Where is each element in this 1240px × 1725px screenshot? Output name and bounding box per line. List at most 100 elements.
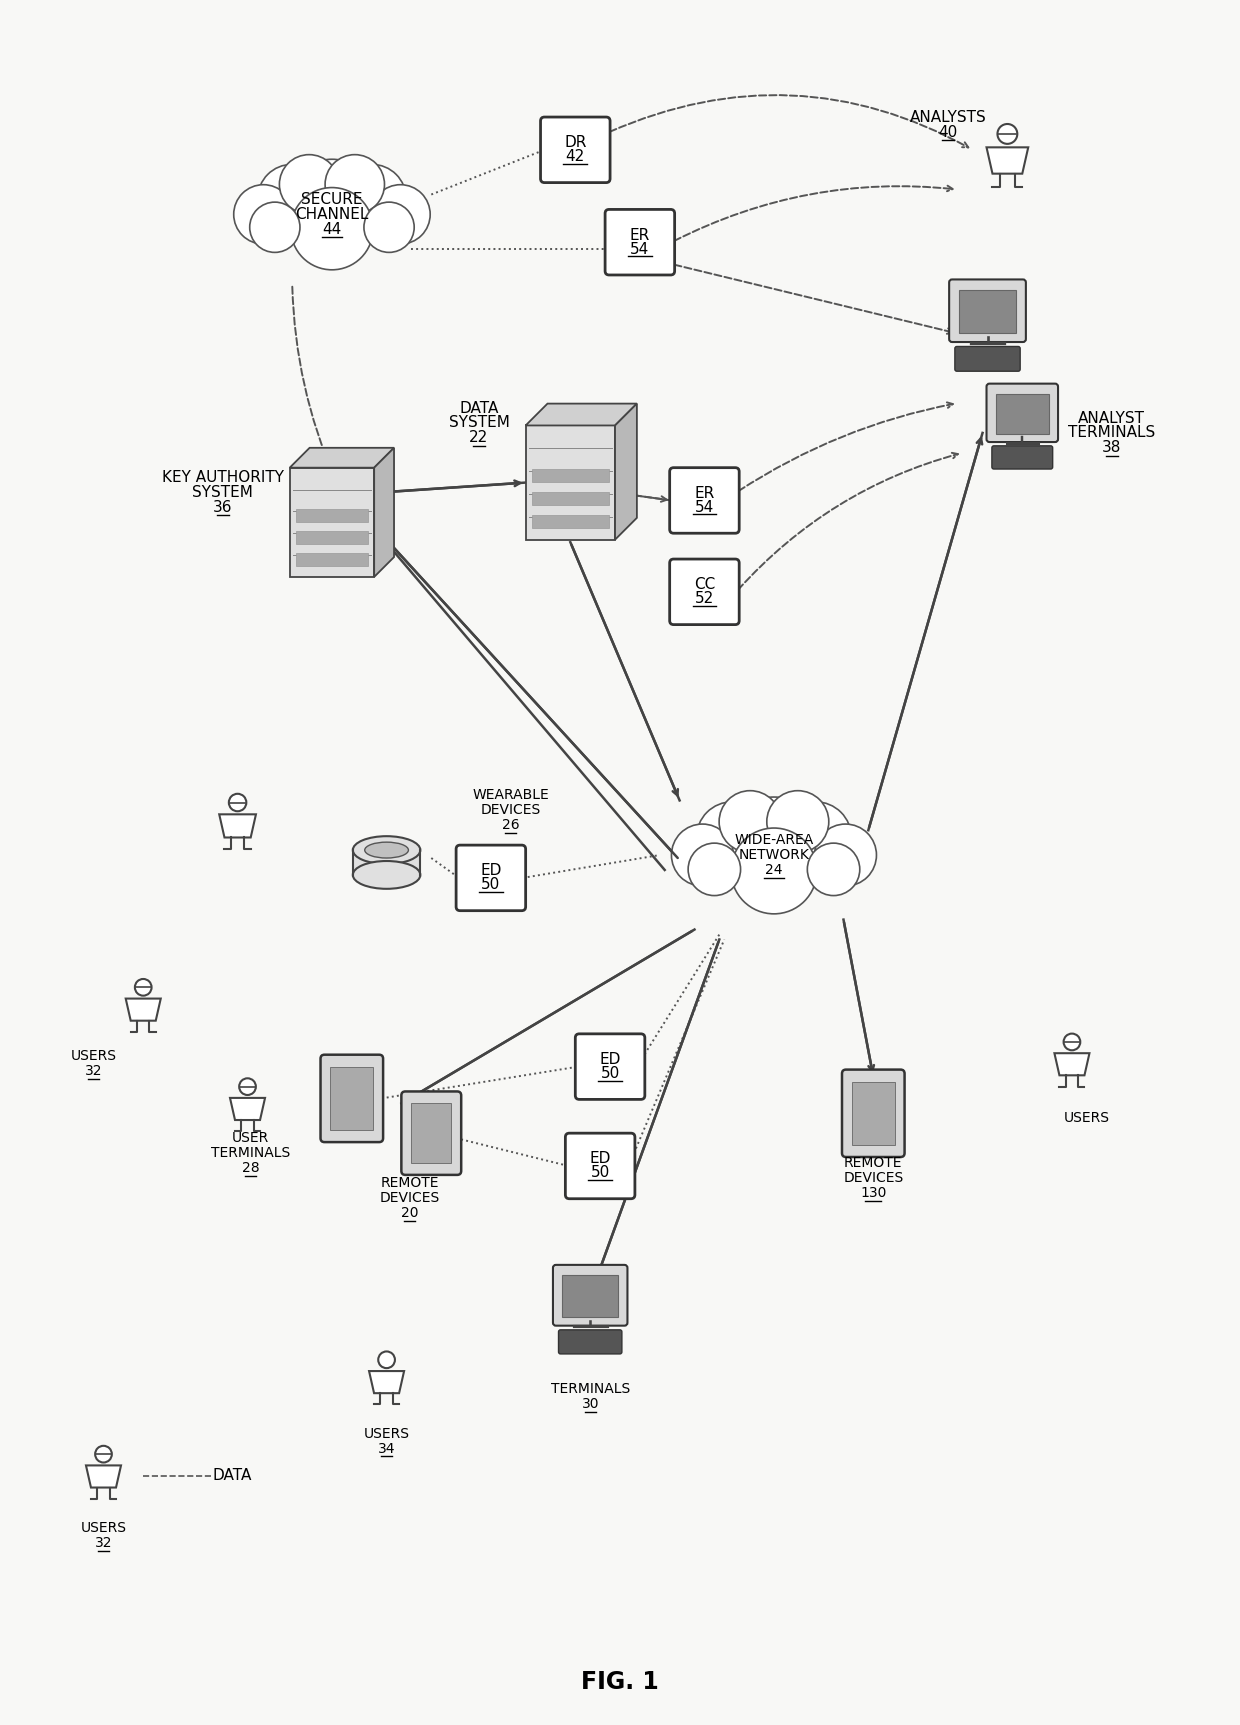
- Polygon shape: [370, 1371, 404, 1394]
- Circle shape: [258, 164, 326, 233]
- Text: 52: 52: [694, 592, 714, 605]
- FancyBboxPatch shape: [558, 1330, 622, 1354]
- FancyBboxPatch shape: [565, 1133, 635, 1199]
- Text: KEY AUTHORITY: KEY AUTHORITY: [161, 471, 284, 485]
- Text: CC: CC: [694, 578, 715, 592]
- Circle shape: [337, 164, 407, 233]
- Text: DR: DR: [564, 135, 587, 150]
- Circle shape: [732, 828, 817, 914]
- Text: TERMINALS: TERMINALS: [1068, 426, 1156, 440]
- Circle shape: [724, 797, 825, 897]
- Polygon shape: [290, 448, 394, 467]
- Circle shape: [229, 794, 247, 811]
- Text: ED: ED: [599, 1052, 621, 1068]
- Polygon shape: [526, 404, 637, 426]
- Circle shape: [371, 185, 430, 243]
- Text: CHANNEL: CHANNEL: [295, 207, 368, 223]
- Text: 40: 40: [939, 124, 957, 140]
- Text: DATA: DATA: [213, 1468, 252, 1484]
- Text: USERS: USERS: [71, 1049, 117, 1063]
- Text: TERMINALS: TERMINALS: [551, 1382, 630, 1396]
- Ellipse shape: [365, 842, 408, 857]
- Polygon shape: [290, 467, 374, 576]
- FancyBboxPatch shape: [996, 393, 1049, 433]
- FancyBboxPatch shape: [295, 552, 368, 566]
- Text: 54: 54: [694, 500, 714, 514]
- Text: 42: 42: [565, 150, 585, 164]
- Polygon shape: [125, 999, 161, 1021]
- Text: 28: 28: [242, 1161, 259, 1175]
- FancyBboxPatch shape: [852, 1082, 894, 1145]
- Polygon shape: [987, 147, 1028, 174]
- Text: FIG. 1: FIG. 1: [582, 1670, 658, 1694]
- Text: WIDE-AREA: WIDE-AREA: [734, 833, 813, 847]
- Polygon shape: [1054, 1054, 1090, 1075]
- Circle shape: [135, 980, 151, 995]
- Text: ANALYSTS: ANALYSTS: [909, 110, 986, 124]
- Circle shape: [1064, 1033, 1080, 1051]
- Ellipse shape: [353, 837, 420, 864]
- Polygon shape: [353, 850, 420, 875]
- FancyBboxPatch shape: [605, 209, 675, 274]
- Polygon shape: [229, 1097, 265, 1120]
- Circle shape: [325, 155, 384, 214]
- Circle shape: [997, 124, 1017, 143]
- Text: DATA: DATA: [459, 400, 498, 416]
- FancyBboxPatch shape: [532, 469, 609, 481]
- FancyBboxPatch shape: [320, 1054, 383, 1142]
- FancyBboxPatch shape: [456, 845, 526, 911]
- Text: 50: 50: [481, 878, 501, 892]
- Circle shape: [284, 159, 379, 255]
- Text: USER: USER: [232, 1132, 269, 1145]
- Text: REMOTE: REMOTE: [844, 1156, 903, 1170]
- Circle shape: [671, 825, 733, 887]
- Text: REMOTE: REMOTE: [381, 1176, 439, 1190]
- Text: USERS: USERS: [81, 1521, 126, 1535]
- FancyBboxPatch shape: [553, 1264, 627, 1327]
- Circle shape: [688, 844, 740, 895]
- Text: DEVICES: DEVICES: [379, 1190, 439, 1204]
- FancyBboxPatch shape: [949, 279, 1025, 342]
- Polygon shape: [219, 814, 255, 838]
- Text: ER: ER: [694, 486, 714, 500]
- FancyBboxPatch shape: [532, 492, 609, 505]
- Text: 130: 130: [861, 1185, 887, 1201]
- Text: DEVICES: DEVICES: [843, 1171, 904, 1185]
- Text: 24: 24: [765, 862, 782, 876]
- Circle shape: [719, 790, 781, 852]
- Circle shape: [233, 185, 293, 243]
- Text: WEARABLE: WEARABLE: [472, 788, 549, 802]
- Text: 50: 50: [600, 1066, 620, 1082]
- Text: 22: 22: [469, 430, 489, 445]
- Circle shape: [766, 790, 828, 852]
- Circle shape: [363, 202, 414, 252]
- Ellipse shape: [353, 861, 420, 888]
- Circle shape: [378, 1351, 394, 1368]
- Text: TERMINALS: TERMINALS: [211, 1145, 290, 1159]
- Text: SECURE: SECURE: [301, 191, 362, 207]
- FancyBboxPatch shape: [330, 1066, 373, 1130]
- FancyBboxPatch shape: [670, 559, 739, 624]
- Polygon shape: [526, 426, 615, 540]
- Polygon shape: [374, 448, 394, 576]
- Circle shape: [279, 155, 339, 214]
- Text: NETWORK: NETWORK: [739, 849, 810, 862]
- Circle shape: [697, 802, 768, 873]
- Text: 32: 32: [84, 1064, 103, 1078]
- Text: 50: 50: [590, 1166, 610, 1180]
- Text: 20: 20: [401, 1206, 418, 1220]
- Text: SYSTEM: SYSTEM: [192, 485, 253, 500]
- FancyBboxPatch shape: [987, 383, 1058, 442]
- FancyBboxPatch shape: [295, 531, 368, 543]
- Circle shape: [249, 202, 300, 252]
- Text: ED: ED: [480, 864, 501, 878]
- Circle shape: [239, 1078, 255, 1095]
- FancyBboxPatch shape: [992, 445, 1053, 469]
- Circle shape: [815, 825, 877, 887]
- Text: 44: 44: [322, 223, 341, 236]
- FancyBboxPatch shape: [295, 509, 368, 523]
- Text: USERS: USERS: [363, 1427, 409, 1440]
- Circle shape: [291, 188, 373, 269]
- FancyBboxPatch shape: [541, 117, 610, 183]
- FancyBboxPatch shape: [842, 1070, 904, 1157]
